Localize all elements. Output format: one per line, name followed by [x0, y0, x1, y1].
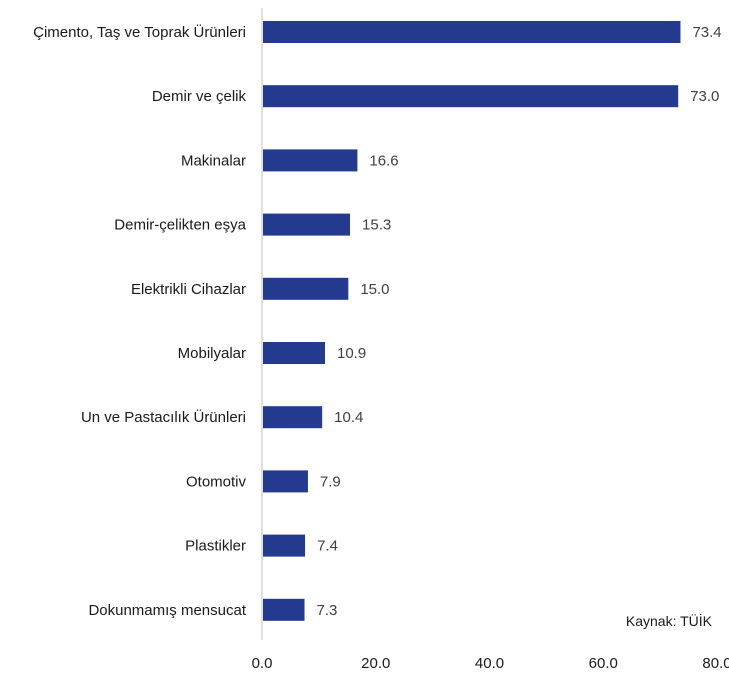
value-label: 15.3: [362, 217, 391, 234]
x-tick-label: 0.0: [252, 655, 273, 672]
bar-group: Çimento, Taş ve Toprak Ürünleri 73.4 Demir…: [33, 21, 722, 621]
bar: [263, 534, 306, 557]
category-label: Makinalar: [181, 152, 246, 169]
value-label: 7.9: [320, 473, 341, 490]
x-tick-label: 80.0: [702, 655, 729, 672]
bar: [263, 598, 305, 621]
category-label: Otomotiv: [186, 473, 247, 490]
value-label: 16.6: [369, 152, 398, 169]
x-tick-label: 20.0: [361, 655, 390, 672]
bar: [263, 470, 308, 493]
value-label: 15.0: [360, 281, 389, 298]
category-label: Çimento, Taş ve Toprak Ürünleri: [33, 23, 246, 41]
x-tick-label: 60.0: [589, 655, 618, 672]
bar: [263, 149, 358, 172]
bar: [263, 342, 325, 364]
value-label: 73.4: [692, 24, 721, 41]
bar: [263, 406, 323, 429]
category-label: Demir-çelikten eşya: [114, 217, 246, 234]
value-label: 10.9: [337, 345, 366, 362]
category-label: Un ve Pastacılık Ürünleri: [81, 408, 246, 426]
bar: [263, 85, 679, 108]
x-axis-ticks: 0.0 20.0 40.0 60.0 80.0: [252, 655, 729, 672]
category-label: Elektrikli Cihazlar: [131, 281, 246, 298]
value-label: 7.4: [317, 538, 338, 555]
source-note: Kaynak: TÜİK: [626, 612, 713, 629]
category-label: Mobilyalar: [178, 345, 246, 362]
category-label: Dokunmamış mensucat: [88, 602, 246, 619]
value-label: 73.0: [690, 88, 719, 105]
bar: [263, 21, 681, 43]
category-label: Plastikler: [185, 538, 246, 555]
bar: [263, 277, 349, 300]
value-label: 7.3: [317, 602, 338, 619]
category-label: Demir ve çelik: [152, 88, 247, 105]
x-tick-label: 40.0: [475, 655, 504, 672]
value-label: 10.4: [334, 409, 363, 426]
bar: [263, 213, 351, 236]
